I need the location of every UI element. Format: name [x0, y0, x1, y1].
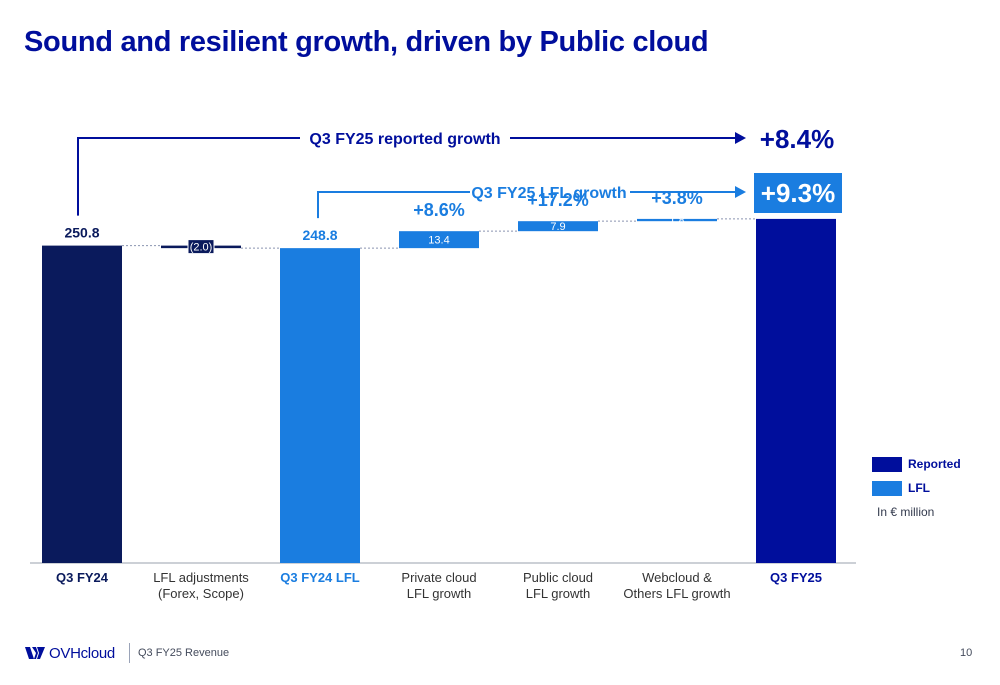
- lfl-growth-bracket: [317, 191, 470, 219]
- value-label: (2.0): [190, 242, 213, 254]
- category-label: Q3 FY24: [56, 570, 109, 585]
- footer: OVHcloud Q3 FY25 Revenue: [24, 643, 229, 663]
- footer-divider: [128, 643, 130, 663]
- category-label: Webcloud &: [642, 570, 712, 585]
- bar-3: [399, 231, 479, 249]
- legend-swatch-lfl: [872, 480, 902, 496]
- category-label: LFL growth: [407, 586, 472, 601]
- bar-6: [756, 218, 836, 563]
- category-label: Public cloud: [523, 570, 593, 585]
- lfl-growth-arrowhead: [735, 186, 746, 198]
- reported-growth-label: Q3 FY25 reported growth: [309, 131, 500, 148]
- growth-label: +8.6%: [413, 200, 465, 220]
- legend-item-lfl: LFL: [872, 477, 961, 499]
- bar-2: [280, 248, 360, 563]
- category-label: LFL adjustments: [153, 570, 249, 585]
- value-label: 250.8: [64, 225, 99, 241]
- bar-4: [518, 221, 598, 232]
- category-label: Others LFL growth: [623, 586, 730, 601]
- legend-label-lfl: LFL: [908, 481, 930, 495]
- bar-5: [637, 218, 717, 222]
- legend-item-reported: Reported: [872, 453, 961, 475]
- growth-label: +3.8%: [651, 188, 703, 208]
- value-label: 1.8: [669, 215, 684, 227]
- footer-caption: Q3 FY25 Revenue: [137, 647, 230, 659]
- ovhcloud-logo-icon: [25, 647, 45, 659]
- reported-growth-arrowhead: [735, 132, 746, 144]
- lfl-growth-label: Q3 FY25 LFL growth: [471, 185, 626, 202]
- unit-note: In € million: [877, 505, 935, 519]
- growth-label: +17.2%: [527, 190, 589, 210]
- legend-swatch-reported: [872, 456, 902, 472]
- value-label-box: [187, 239, 215, 255]
- page-number: 10: [960, 647, 973, 659]
- value-label: 7.9: [550, 221, 565, 233]
- legend-label-reported: Reported: [908, 457, 961, 471]
- value-label: 13.4: [428, 235, 449, 247]
- category-label: Q3 FY24 LFL: [280, 570, 360, 585]
- value-label: 248.8: [302, 227, 337, 243]
- category-label: Q3 FY25: [770, 570, 822, 585]
- category-label: LFL growth: [526, 586, 591, 601]
- chart-legend: Reported LFL: [872, 453, 961, 501]
- reported-growth-bracket: [77, 137, 300, 216]
- category-label: (Forex, Scope): [158, 586, 244, 601]
- lfl-growth-value: +9.3%: [761, 178, 835, 208]
- category-label: Private cloud: [401, 570, 476, 585]
- logo-text: OVHcloud: [49, 644, 115, 662]
- reported-growth-value: +8.4%: [760, 124, 834, 154]
- lfl-growth-value-box: [754, 173, 842, 213]
- bar-0: [42, 245, 122, 563]
- slide-title: Sound and resilient growth, driven by Pu…: [24, 26, 709, 58]
